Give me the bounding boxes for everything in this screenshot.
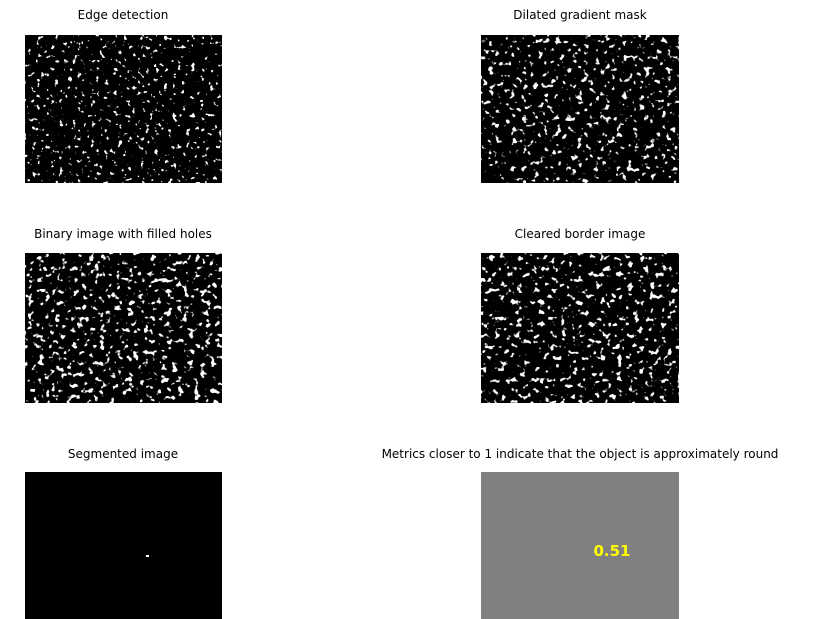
page: Edge detection Dilated gradient mask Bin… <box>0 0 826 619</box>
panel-title: Metrics closer to 1 indicate that the ob… <box>382 447 779 461</box>
panel-title: Cleared border image <box>515 227 646 241</box>
cleared-image <box>481 253 679 403</box>
dilated-image <box>481 35 679 183</box>
filled-image <box>25 253 222 403</box>
metric-image <box>481 472 679 619</box>
panel-title: Binary image with filled holes <box>34 227 212 241</box>
panel-title: Dilated gradient mask <box>513 8 646 22</box>
metric-label: 0.51 <box>593 542 630 560</box>
panel-title: Segmented image <box>68 447 178 461</box>
segment-speck <box>146 555 149 557</box>
edge-image <box>25 35 222 183</box>
figure: Edge detection Dilated gradient mask Bin… <box>0 0 826 619</box>
panel-title: Edge detection <box>78 8 169 22</box>
segmented-image <box>25 472 222 619</box>
